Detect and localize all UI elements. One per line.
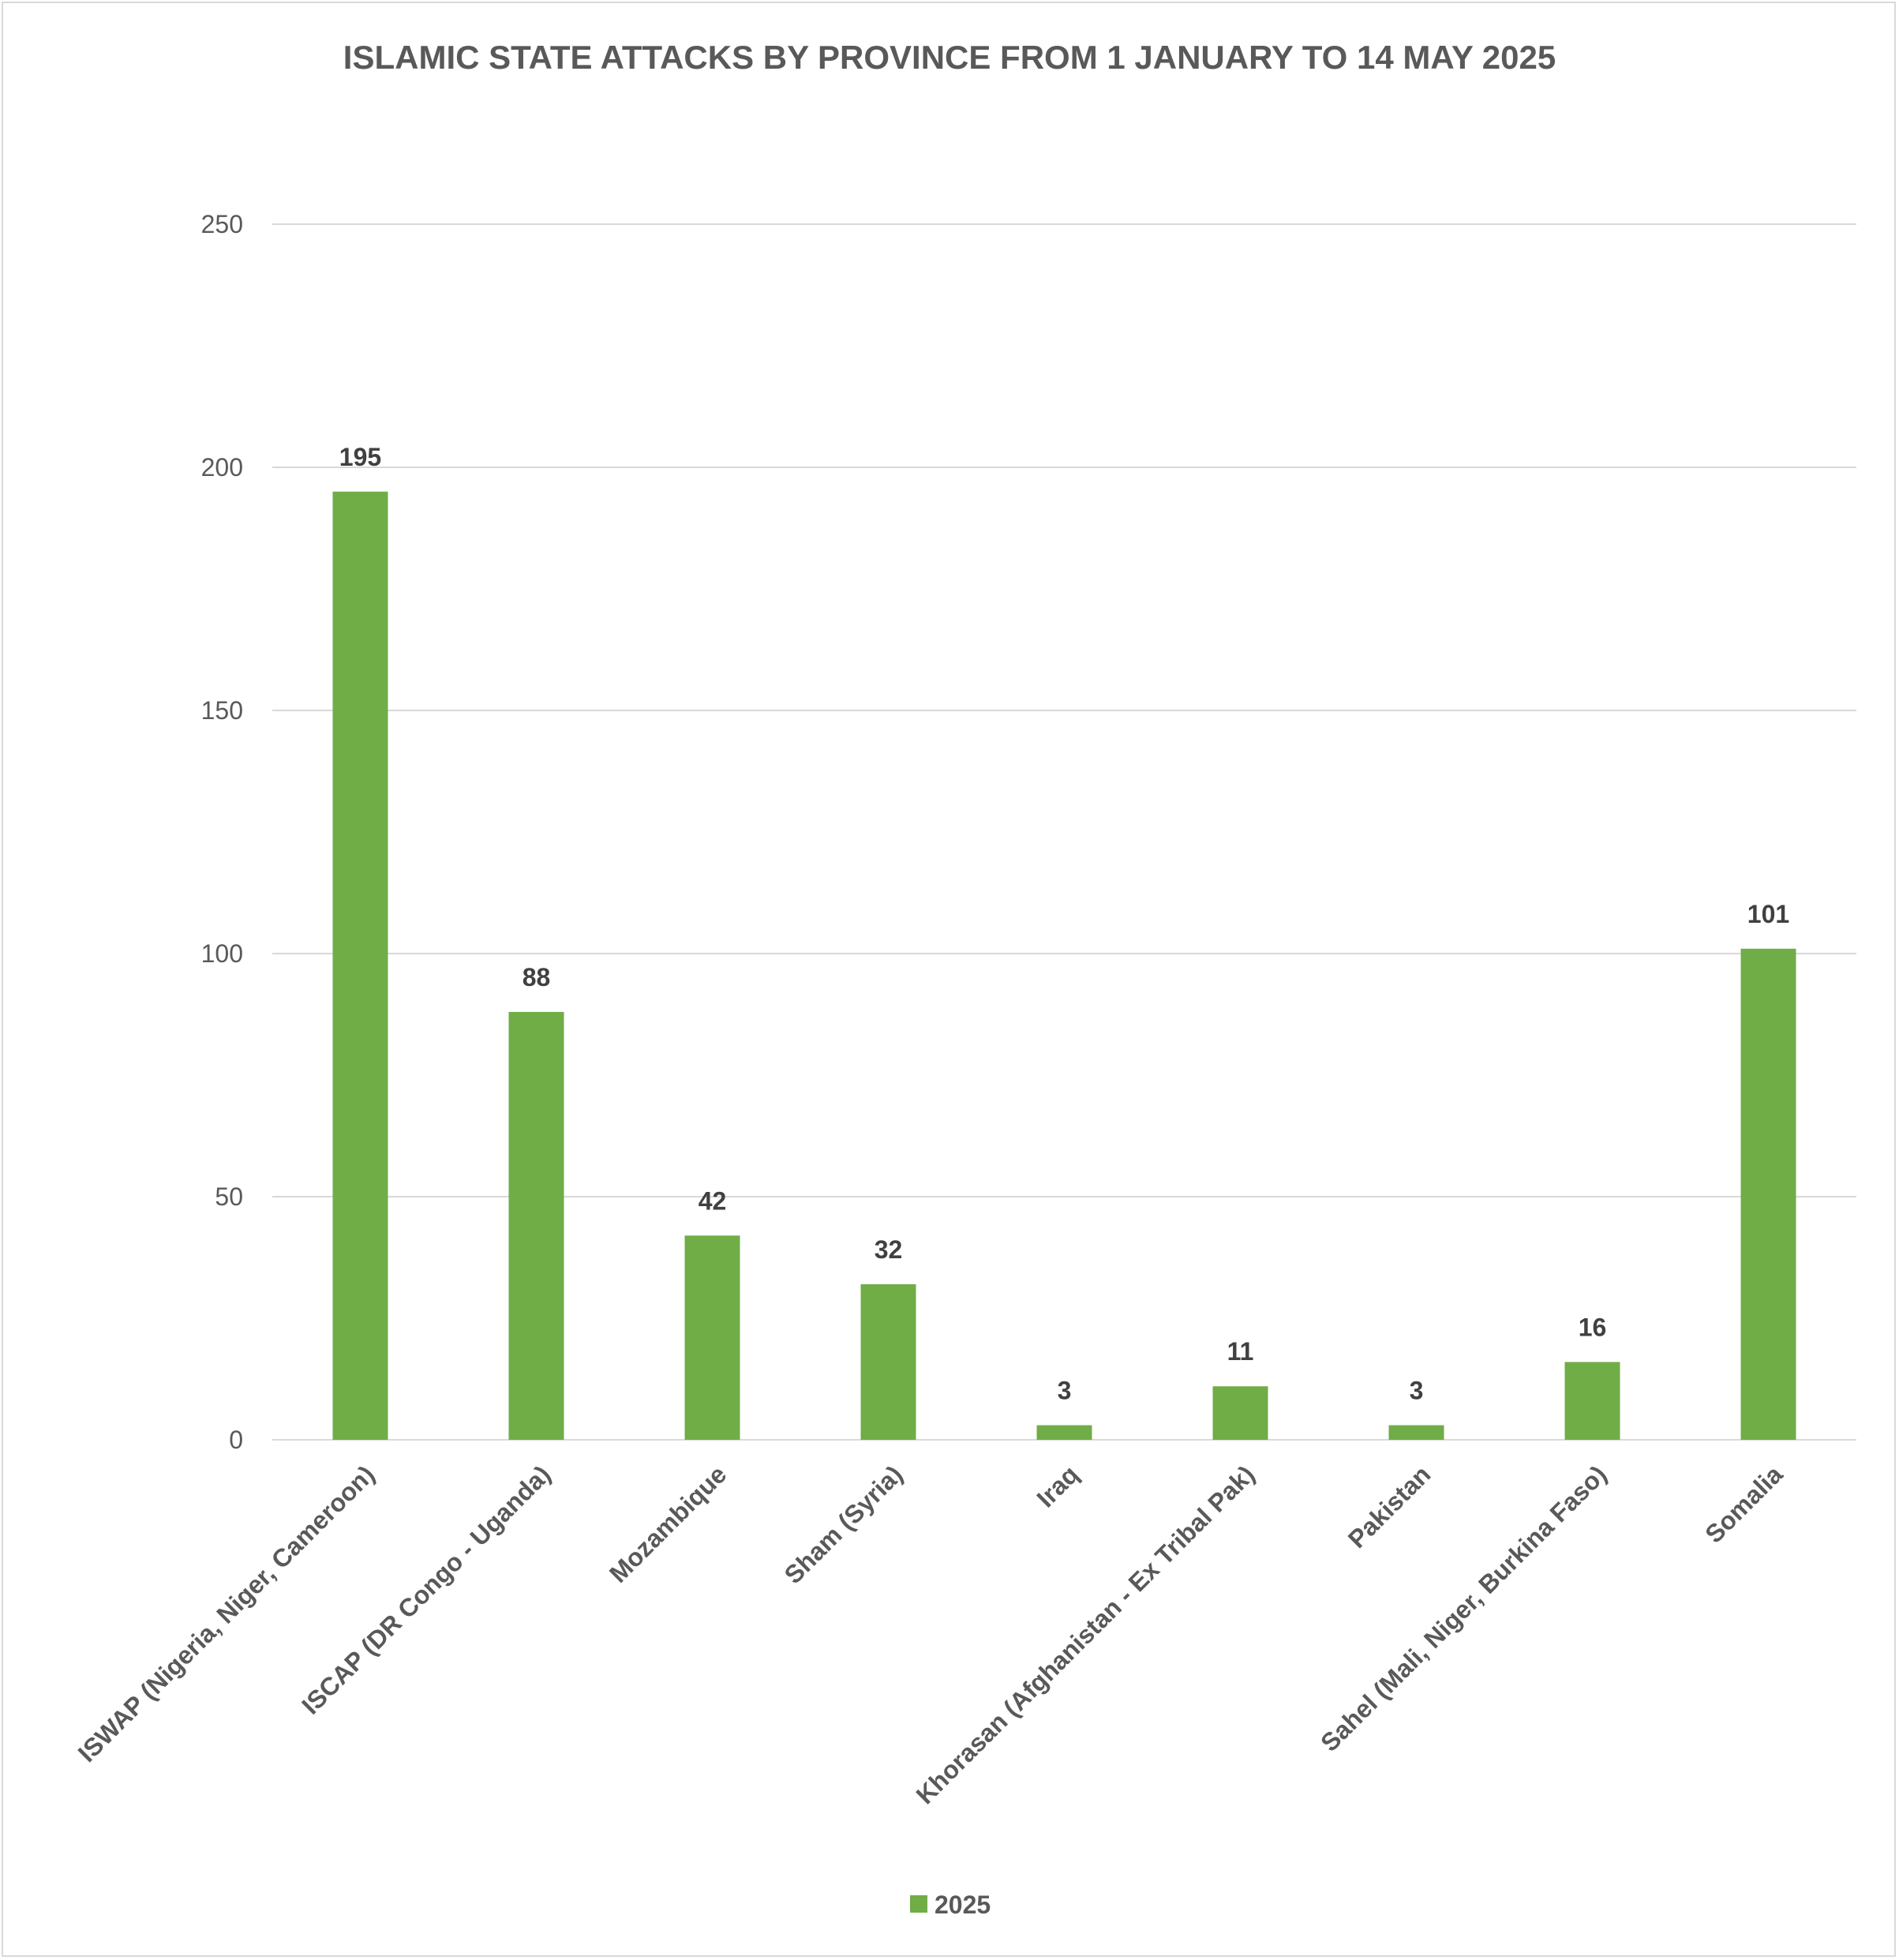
data-label-2: 42 (699, 1186, 727, 1215)
y-axis-ticks: 0 50 100 150 200 250 (201, 210, 243, 1454)
bar-2 (684, 1235, 740, 1440)
x-tick-label-0: ISWAP (Nigeria, Niger, Cameroon) (73, 1460, 380, 1767)
legend-swatch-2025 (910, 1895, 927, 1913)
y-tick-label-150: 150 (201, 696, 243, 725)
bars (332, 491, 1796, 1440)
x-tick-label-2: Mozambique (604, 1460, 732, 1587)
bar-8 (1740, 948, 1796, 1440)
legend-label-2025: 2025 (935, 1891, 991, 1919)
legend: 2025 (910, 1891, 991, 1919)
y-tick-label-50: 50 (215, 1182, 243, 1211)
data-label-8: 101 (1747, 900, 1789, 928)
y-tick-label-250: 250 (201, 210, 243, 238)
bar-5 (1212, 1386, 1268, 1440)
data-labels: 195 88 42 32 3 11 3 16 101 (339, 443, 1789, 1405)
y-tick-label-0: 0 (229, 1426, 243, 1454)
x-tick-label-4: Iraq (1031, 1460, 1084, 1512)
bar-3 (860, 1284, 916, 1440)
bar-1 (508, 1011, 564, 1440)
data-label-7: 16 (1579, 1313, 1607, 1341)
data-label-4: 3 (1058, 1377, 1072, 1405)
y-tick-label-100: 100 (201, 939, 243, 968)
bar-0 (332, 491, 388, 1440)
x-tick-label-8: Somalia (1699, 1460, 1788, 1548)
bar-6 (1388, 1425, 1444, 1440)
data-label-5: 11 (1227, 1337, 1254, 1366)
x-tick-label-7: Sahel (Mali, Niger, Burkina Faso) (1315, 1460, 1612, 1756)
data-label-3: 32 (875, 1235, 903, 1264)
data-label-6: 3 (1410, 1377, 1424, 1405)
x-axis-ticks: ISWAP (Nigeria, Niger, Cameroon)ISCAP (D… (73, 1460, 1789, 1809)
chart-title: ISLAMIC STATE ATTACKS BY PROVINCE FROM 1… (343, 39, 1556, 76)
x-tick-label-5: Khorasan (Afghanistan - Ex Tribal Pak) (911, 1460, 1260, 1809)
x-tick-label-3: Sham (Syria) (779, 1460, 908, 1589)
data-label-1: 88 (523, 963, 551, 991)
bar-7 (1564, 1362, 1620, 1440)
data-label-0: 195 (339, 443, 381, 471)
bar-4 (1036, 1425, 1092, 1440)
y-tick-label-200: 200 (201, 453, 243, 482)
x-tick-label-6: Pakistan (1343, 1460, 1436, 1553)
